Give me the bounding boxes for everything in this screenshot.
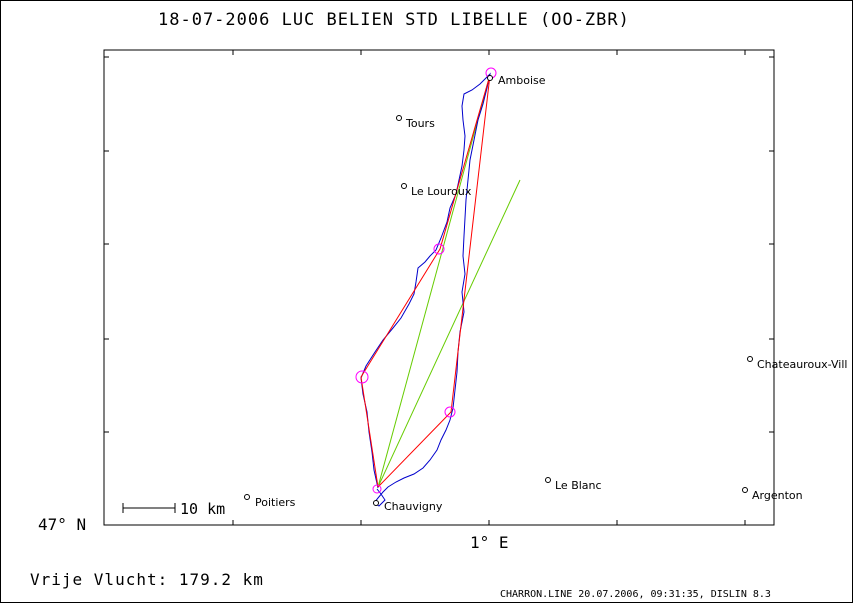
map-frame	[103, 49, 775, 526]
city-marker	[373, 500, 379, 506]
chart-title: 18-07-2006 LUC BELIEN STD LIBELLE (OO-ZB…	[158, 10, 630, 30]
city-label: Chateauroux-Vill	[757, 358, 847, 371]
city-marker	[747, 356, 753, 362]
city-label: Poitiers	[255, 496, 296, 509]
city-marker	[742, 487, 748, 493]
scale-bar	[122, 503, 176, 513]
city-label: Chauvigny	[384, 500, 443, 513]
city-poitiers: Poitiers	[244, 494, 296, 509]
city-le-louroux: Le Louroux	[401, 183, 472, 198]
scale-bar-label: 10 km	[180, 500, 225, 518]
distance-label: Vrije Vlucht: 179.2 km	[30, 570, 264, 589]
city-label: Amboise	[498, 74, 546, 87]
longitude-label: 1° E	[470, 533, 509, 552]
task-route	[360, 74, 491, 488]
turnpoint-2	[433, 243, 445, 255]
city-marker	[487, 75, 493, 81]
city-marker	[244, 494, 250, 500]
city-marker	[401, 183, 407, 189]
city-chauvigny: Chauvigny	[373, 500, 443, 513]
city-marker	[396, 115, 402, 121]
turnpoint-4	[444, 406, 456, 418]
city-argenton: Argenton	[742, 487, 803, 502]
axis-ticks	[104, 50, 774, 525]
city-le-blanc: Le Blanc	[545, 477, 602, 492]
sector-lines	[377, 74, 521, 488]
file-info: CHARRON.LINE 20.07.2006, 09:31:35, DISLI…	[500, 589, 771, 600]
city-label: Le Louroux	[411, 185, 472, 198]
turnpoint-start	[372, 484, 382, 494]
turnpoint-3	[355, 370, 369, 384]
turnpoints	[355, 67, 497, 494]
city-chateauroux: Chateauroux-Vill	[747, 356, 847, 371]
city-amboise: Amboise	[487, 74, 546, 87]
city-label: Argenton	[752, 489, 803, 502]
city-tours: Tours	[396, 115, 435, 130]
flight-track	[360, 72, 491, 507]
latitude-label: 47° N	[38, 515, 86, 534]
city-label: Tours	[405, 117, 435, 130]
city-marker	[545, 477, 551, 483]
city-label: Le Blanc	[555, 479, 602, 492]
